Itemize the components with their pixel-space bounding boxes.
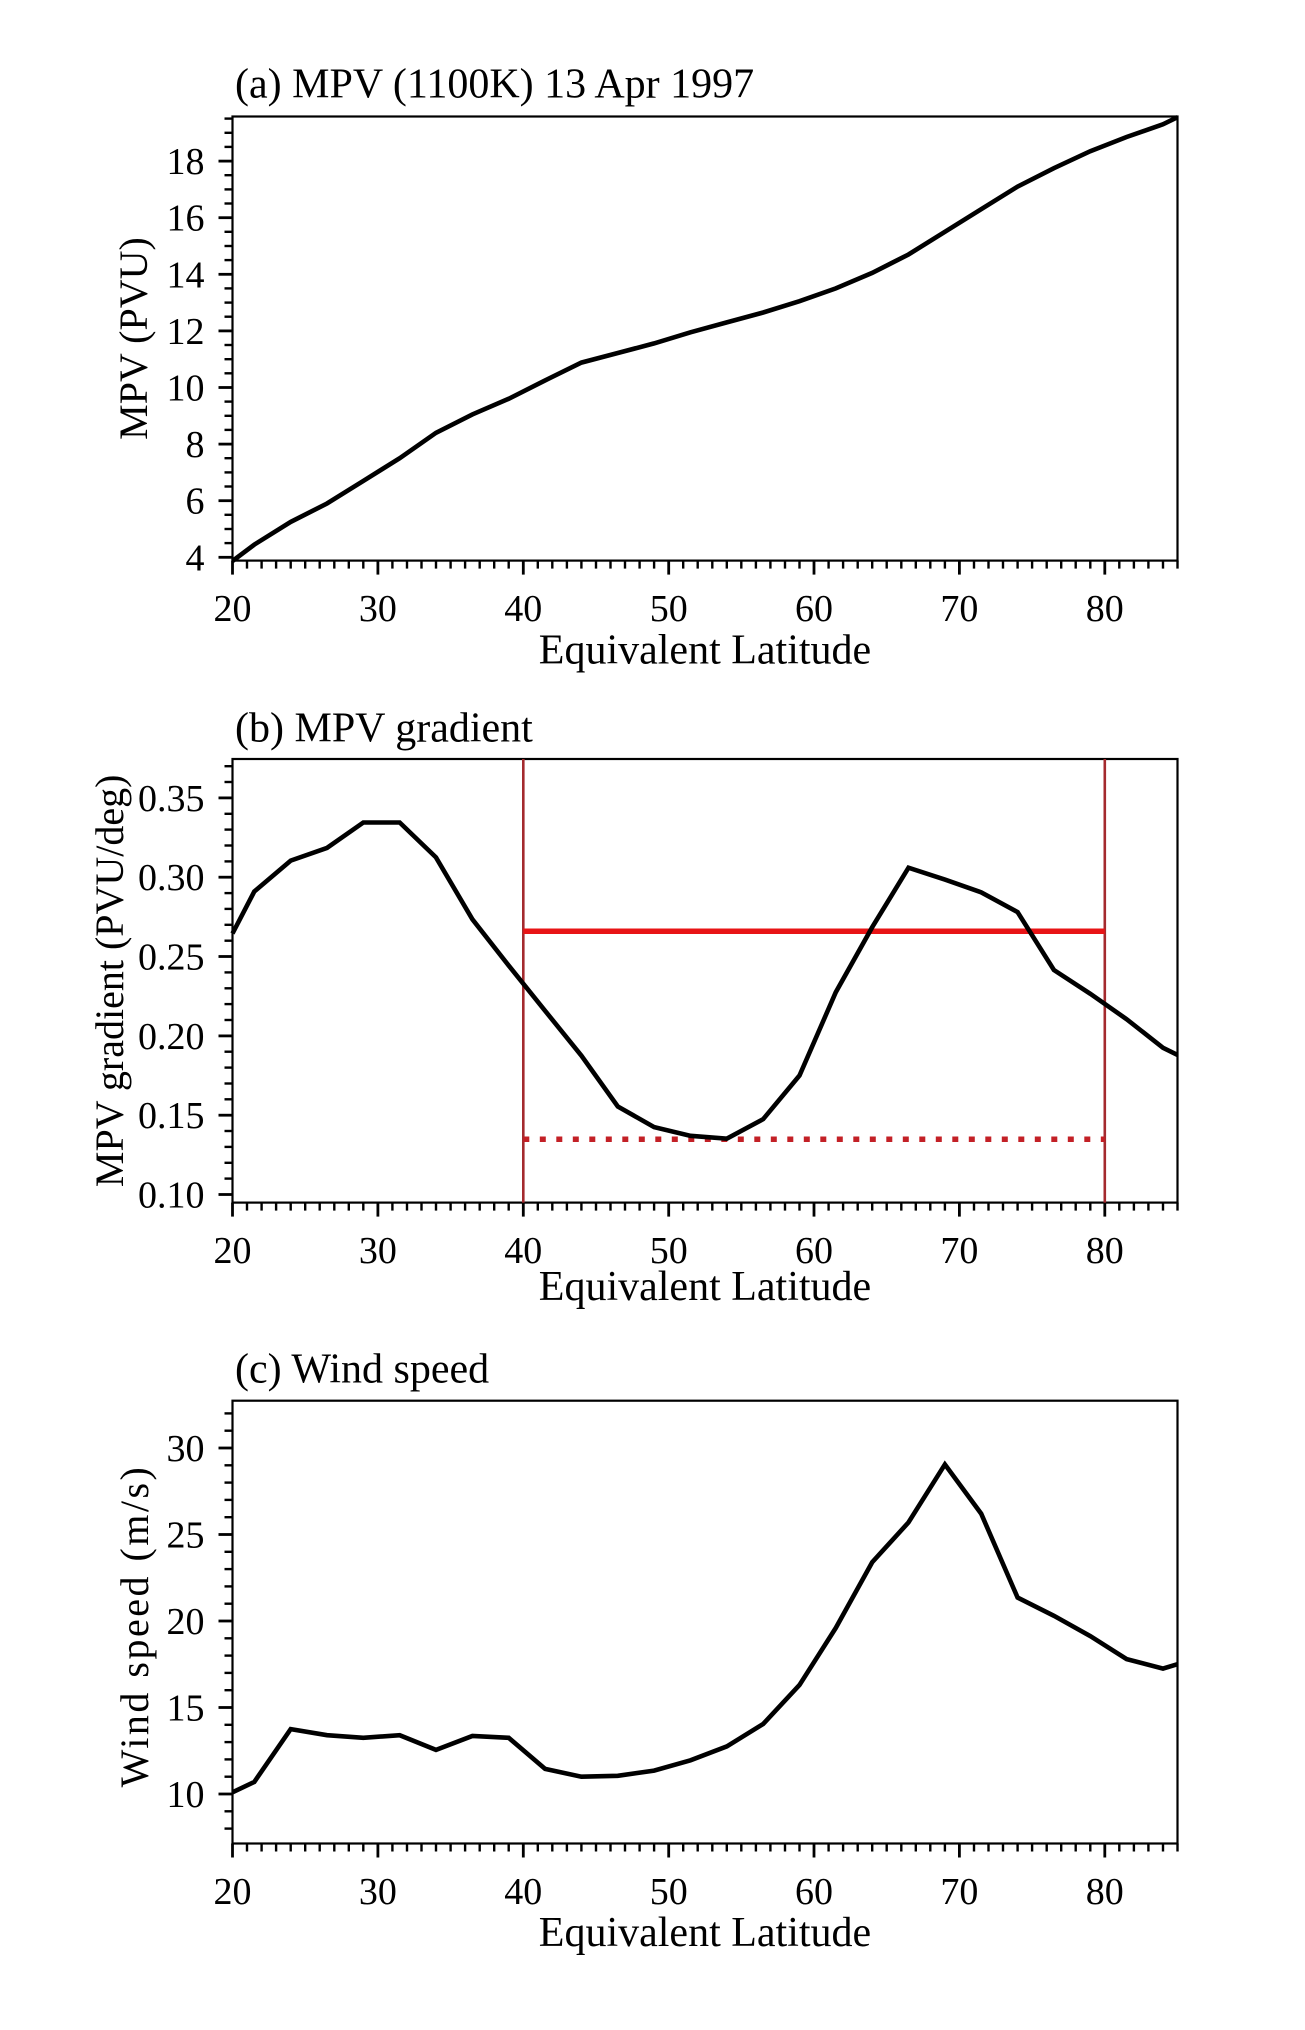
- svg-text:70: 70: [940, 1230, 978, 1272]
- svg-text:14: 14: [167, 254, 205, 296]
- svg-text:8: 8: [186, 424, 205, 466]
- svg-text:Equivalent Latitude: Equivalent Latitude: [539, 1910, 871, 1956]
- svg-text:0.25: 0.25: [138, 937, 205, 979]
- svg-text:70: 70: [940, 1871, 978, 1913]
- svg-text:Equivalent Latitude: Equivalent Latitude: [539, 627, 871, 673]
- svg-text:30: 30: [359, 588, 397, 630]
- svg-text:20: 20: [214, 1871, 252, 1913]
- svg-text:50: 50: [650, 1871, 688, 1913]
- svg-text:20: 20: [167, 1601, 205, 1643]
- svg-text:6: 6: [186, 481, 205, 523]
- svg-text:0.30: 0.30: [138, 857, 205, 899]
- svg-text:10: 10: [167, 368, 205, 410]
- svg-text:0.35: 0.35: [138, 778, 205, 820]
- svg-text:30: 30: [167, 1428, 205, 1470]
- svg-text:0.10: 0.10: [138, 1175, 205, 1217]
- svg-text:15: 15: [167, 1688, 205, 1730]
- svg-text:0.15: 0.15: [138, 1095, 205, 1137]
- svg-text:12: 12: [167, 311, 205, 353]
- svg-text:60: 60: [795, 588, 833, 630]
- svg-text:MPV (PVU): MPV (PVU): [111, 237, 156, 440]
- svg-text:(b) MPV gradient: (b) MPV gradient: [235, 706, 533, 752]
- svg-text:(c) Wind speed: (c) Wind speed: [235, 1347, 489, 1393]
- svg-text:4: 4: [186, 537, 205, 579]
- svg-text:Equivalent Latitude: Equivalent Latitude: [539, 1264, 871, 1310]
- svg-text:20: 20: [214, 588, 252, 630]
- svg-text:40: 40: [504, 588, 542, 630]
- svg-text:60: 60: [795, 1230, 833, 1272]
- svg-text:50: 50: [650, 1230, 688, 1272]
- svg-text:16: 16: [167, 198, 205, 240]
- svg-text:(a) MPV (1100K) 13 Apr 1997: (a) MPV (1100K) 13 Apr 1997: [235, 62, 754, 108]
- svg-text:20: 20: [214, 1230, 252, 1272]
- svg-text:60: 60: [795, 1871, 833, 1913]
- svg-text:18: 18: [167, 141, 205, 183]
- svg-text:30: 30: [359, 1230, 397, 1272]
- svg-text:25: 25: [167, 1515, 205, 1557]
- svg-text:MPV gradient (PVU/deg): MPV gradient (PVU/deg): [87, 775, 132, 1188]
- svg-text:70: 70: [940, 588, 978, 630]
- svg-text:80: 80: [1086, 588, 1124, 630]
- svg-text:80: 80: [1086, 1871, 1124, 1913]
- svg-text:40: 40: [504, 1230, 542, 1272]
- svg-text:50: 50: [650, 588, 688, 630]
- svg-text:Wind speed (m/s): Wind speed (m/s): [112, 1465, 157, 1788]
- svg-text:40: 40: [504, 1871, 542, 1913]
- svg-text:80: 80: [1086, 1230, 1124, 1272]
- svg-text:30: 30: [359, 1871, 397, 1913]
- svg-text:10: 10: [167, 1774, 205, 1816]
- svg-text:0.20: 0.20: [138, 1016, 205, 1058]
